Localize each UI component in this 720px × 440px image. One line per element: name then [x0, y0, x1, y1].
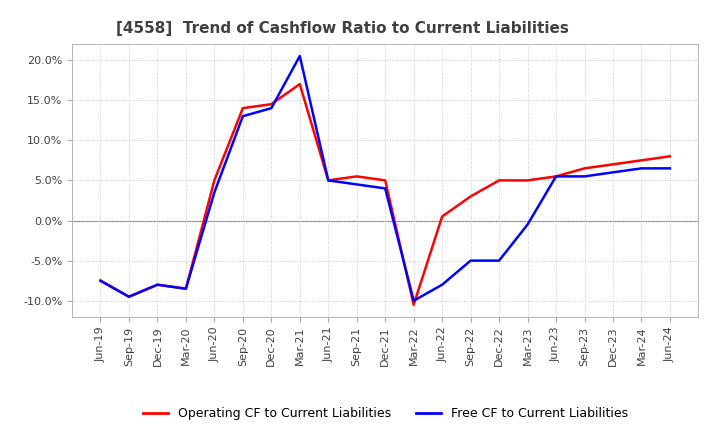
Legend: Operating CF to Current Liabilities, Free CF to Current Liabilities: Operating CF to Current Liabilities, Fre…: [138, 402, 633, 425]
Free CF to Current Liabilities: [125, 294, 133, 299]
Free CF to Current Liabilities: [438, 282, 446, 287]
Operating CF to Current Liabilities: [267, 102, 276, 107]
Operating CF to Current Liabilities: [467, 194, 475, 199]
Operating CF to Current Liabilities: [324, 178, 333, 183]
Free CF to Current Liabilities: [295, 53, 304, 59]
Free CF to Current Liabilities: [467, 258, 475, 263]
Free CF to Current Liabilities: [324, 178, 333, 183]
Free CF to Current Liabilities: [523, 222, 532, 227]
Free CF to Current Liabilities: [210, 190, 219, 195]
Operating CF to Current Liabilities: [96, 278, 105, 283]
Free CF to Current Liabilities: [381, 186, 390, 191]
Operating CF to Current Liabilities: [438, 214, 446, 219]
Line: Free CF to Current Liabilities: Free CF to Current Liabilities: [101, 56, 670, 301]
Operating CF to Current Liabilities: [238, 106, 247, 111]
Operating CF to Current Liabilities: [495, 178, 503, 183]
Operating CF to Current Liabilities: [523, 178, 532, 183]
Free CF to Current Liabilities: [181, 286, 190, 291]
Free CF to Current Liabilities: [552, 174, 560, 179]
Operating CF to Current Liabilities: [381, 178, 390, 183]
Free CF to Current Liabilities: [637, 166, 646, 171]
Free CF to Current Liabilities: [580, 174, 589, 179]
Free CF to Current Liabilities: [267, 106, 276, 111]
Free CF to Current Liabilities: [665, 166, 674, 171]
Operating CF to Current Liabilities: [637, 158, 646, 163]
Operating CF to Current Liabilities: [665, 154, 674, 159]
Free CF to Current Liabilities: [410, 298, 418, 304]
Operating CF to Current Liabilities: [295, 81, 304, 87]
Operating CF to Current Liabilities: [410, 302, 418, 308]
Free CF to Current Liabilities: [352, 182, 361, 187]
Free CF to Current Liabilities: [608, 170, 617, 175]
Operating CF to Current Liabilities: [210, 178, 219, 183]
Line: Operating CF to Current Liabilities: Operating CF to Current Liabilities: [101, 84, 670, 305]
Operating CF to Current Liabilities: [153, 282, 162, 287]
Free CF to Current Liabilities: [238, 114, 247, 119]
Free CF to Current Liabilities: [96, 278, 105, 283]
Free CF to Current Liabilities: [153, 282, 162, 287]
Operating CF to Current Liabilities: [552, 174, 560, 179]
Free CF to Current Liabilities: [495, 258, 503, 263]
Operating CF to Current Liabilities: [181, 286, 190, 291]
Operating CF to Current Liabilities: [352, 174, 361, 179]
Operating CF to Current Liabilities: [580, 166, 589, 171]
Text: [4558]  Trend of Cashflow Ratio to Current Liabilities: [4558] Trend of Cashflow Ratio to Curren…: [116, 21, 569, 36]
Operating CF to Current Liabilities: [125, 294, 133, 299]
Operating CF to Current Liabilities: [608, 162, 617, 167]
